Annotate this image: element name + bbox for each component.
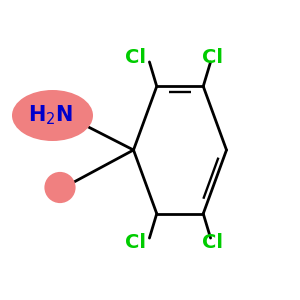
Text: Cl: Cl [125, 233, 146, 252]
Text: Cl: Cl [125, 48, 146, 67]
Circle shape [44, 172, 76, 203]
Text: Cl: Cl [202, 233, 223, 252]
Text: H$_2$N: H$_2$N [28, 104, 74, 127]
Text: Cl: Cl [202, 48, 223, 67]
Ellipse shape [12, 90, 93, 141]
